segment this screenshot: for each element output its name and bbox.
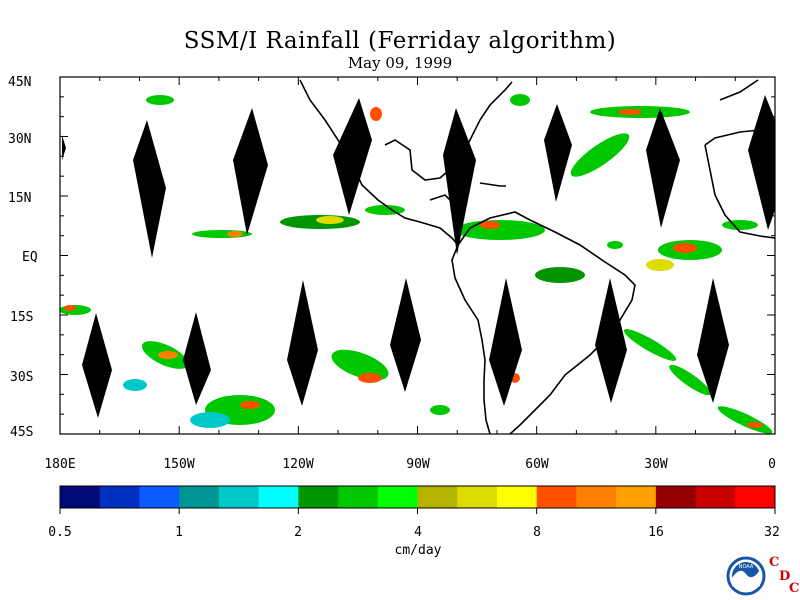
colorbar-tick-label: 16 [648,525,664,540]
noaa-logo: NOAA [726,556,766,596]
colorbar-tick-label: 0.5 [48,525,71,540]
lon-label: 60W [525,457,549,472]
colorbar-swatch [377,486,418,508]
colorbar-tick-label: 1 [175,525,183,540]
map-title: SSM/I Rainfall (Ferriday algorithm) [183,28,617,54]
axis-ticks [59,76,776,435]
colorbar-swatch [179,486,220,508]
lon-label: 0 [768,457,776,472]
colorbar-labels: 0.5 1 2 4 8 16 32 cm/day [48,525,780,558]
map-date: May 09, 1999 [347,54,453,72]
lon-label: 30W [644,457,668,472]
colorbar [59,485,776,514]
lon-axis: 180E 150W 120W 90W 60W 30W 0 [44,457,776,472]
colorbar-swatch [536,486,577,508]
colorbar-swatch [735,486,776,508]
cdc-letter: C [789,581,800,596]
lon-label: 120W [282,457,313,472]
colorbar-swatch [576,486,617,508]
colorbar-swatch [258,486,299,508]
colorbar-tick-label: 2 [294,525,302,540]
colorbar-swatch [338,486,379,508]
coastlines [299,79,775,434]
lat-axis: 45N 30N 15N EQ 15S 30S 45S [8,75,38,440]
lat-label: 45S [10,425,33,440]
lat-label: 15S [10,310,33,325]
colorbar-swatch [457,486,498,508]
lon-label: 90W [406,457,430,472]
missing-swaths [62,95,775,418]
colorbar-swatch [298,486,339,508]
colorbar-tick-label: 32 [764,525,780,540]
lat-label: 30N [8,132,31,147]
colorbar-swatch [139,486,180,508]
colorbar-swatch [616,486,657,508]
noaa-logo-text: NOAA [739,564,754,570]
colorbar-swatch [218,486,260,508]
colorbar-swatch [417,486,458,508]
colorbar-swatch [99,486,140,508]
colorbar-swatch [695,486,736,508]
colorbar-tick-label: 4 [414,525,422,540]
colorbar-swatch [496,486,538,508]
lon-label: 150W [163,457,194,472]
lat-label: EQ [22,250,38,265]
lon-label: 180E [44,457,75,472]
colorbar-tick-label: 8 [533,525,541,540]
lat-label: 45N [8,75,31,90]
cdc-logo: C D C [766,555,800,596]
cdc-letter: C [769,555,780,570]
colorbar-swatch [60,486,101,508]
lat-label: 30S [10,370,33,385]
cdc-letter: D [779,569,791,584]
colorbar-units: cm/day [395,543,442,558]
colorbar-swatch [655,486,697,508]
lat-label: 15N [8,191,31,206]
